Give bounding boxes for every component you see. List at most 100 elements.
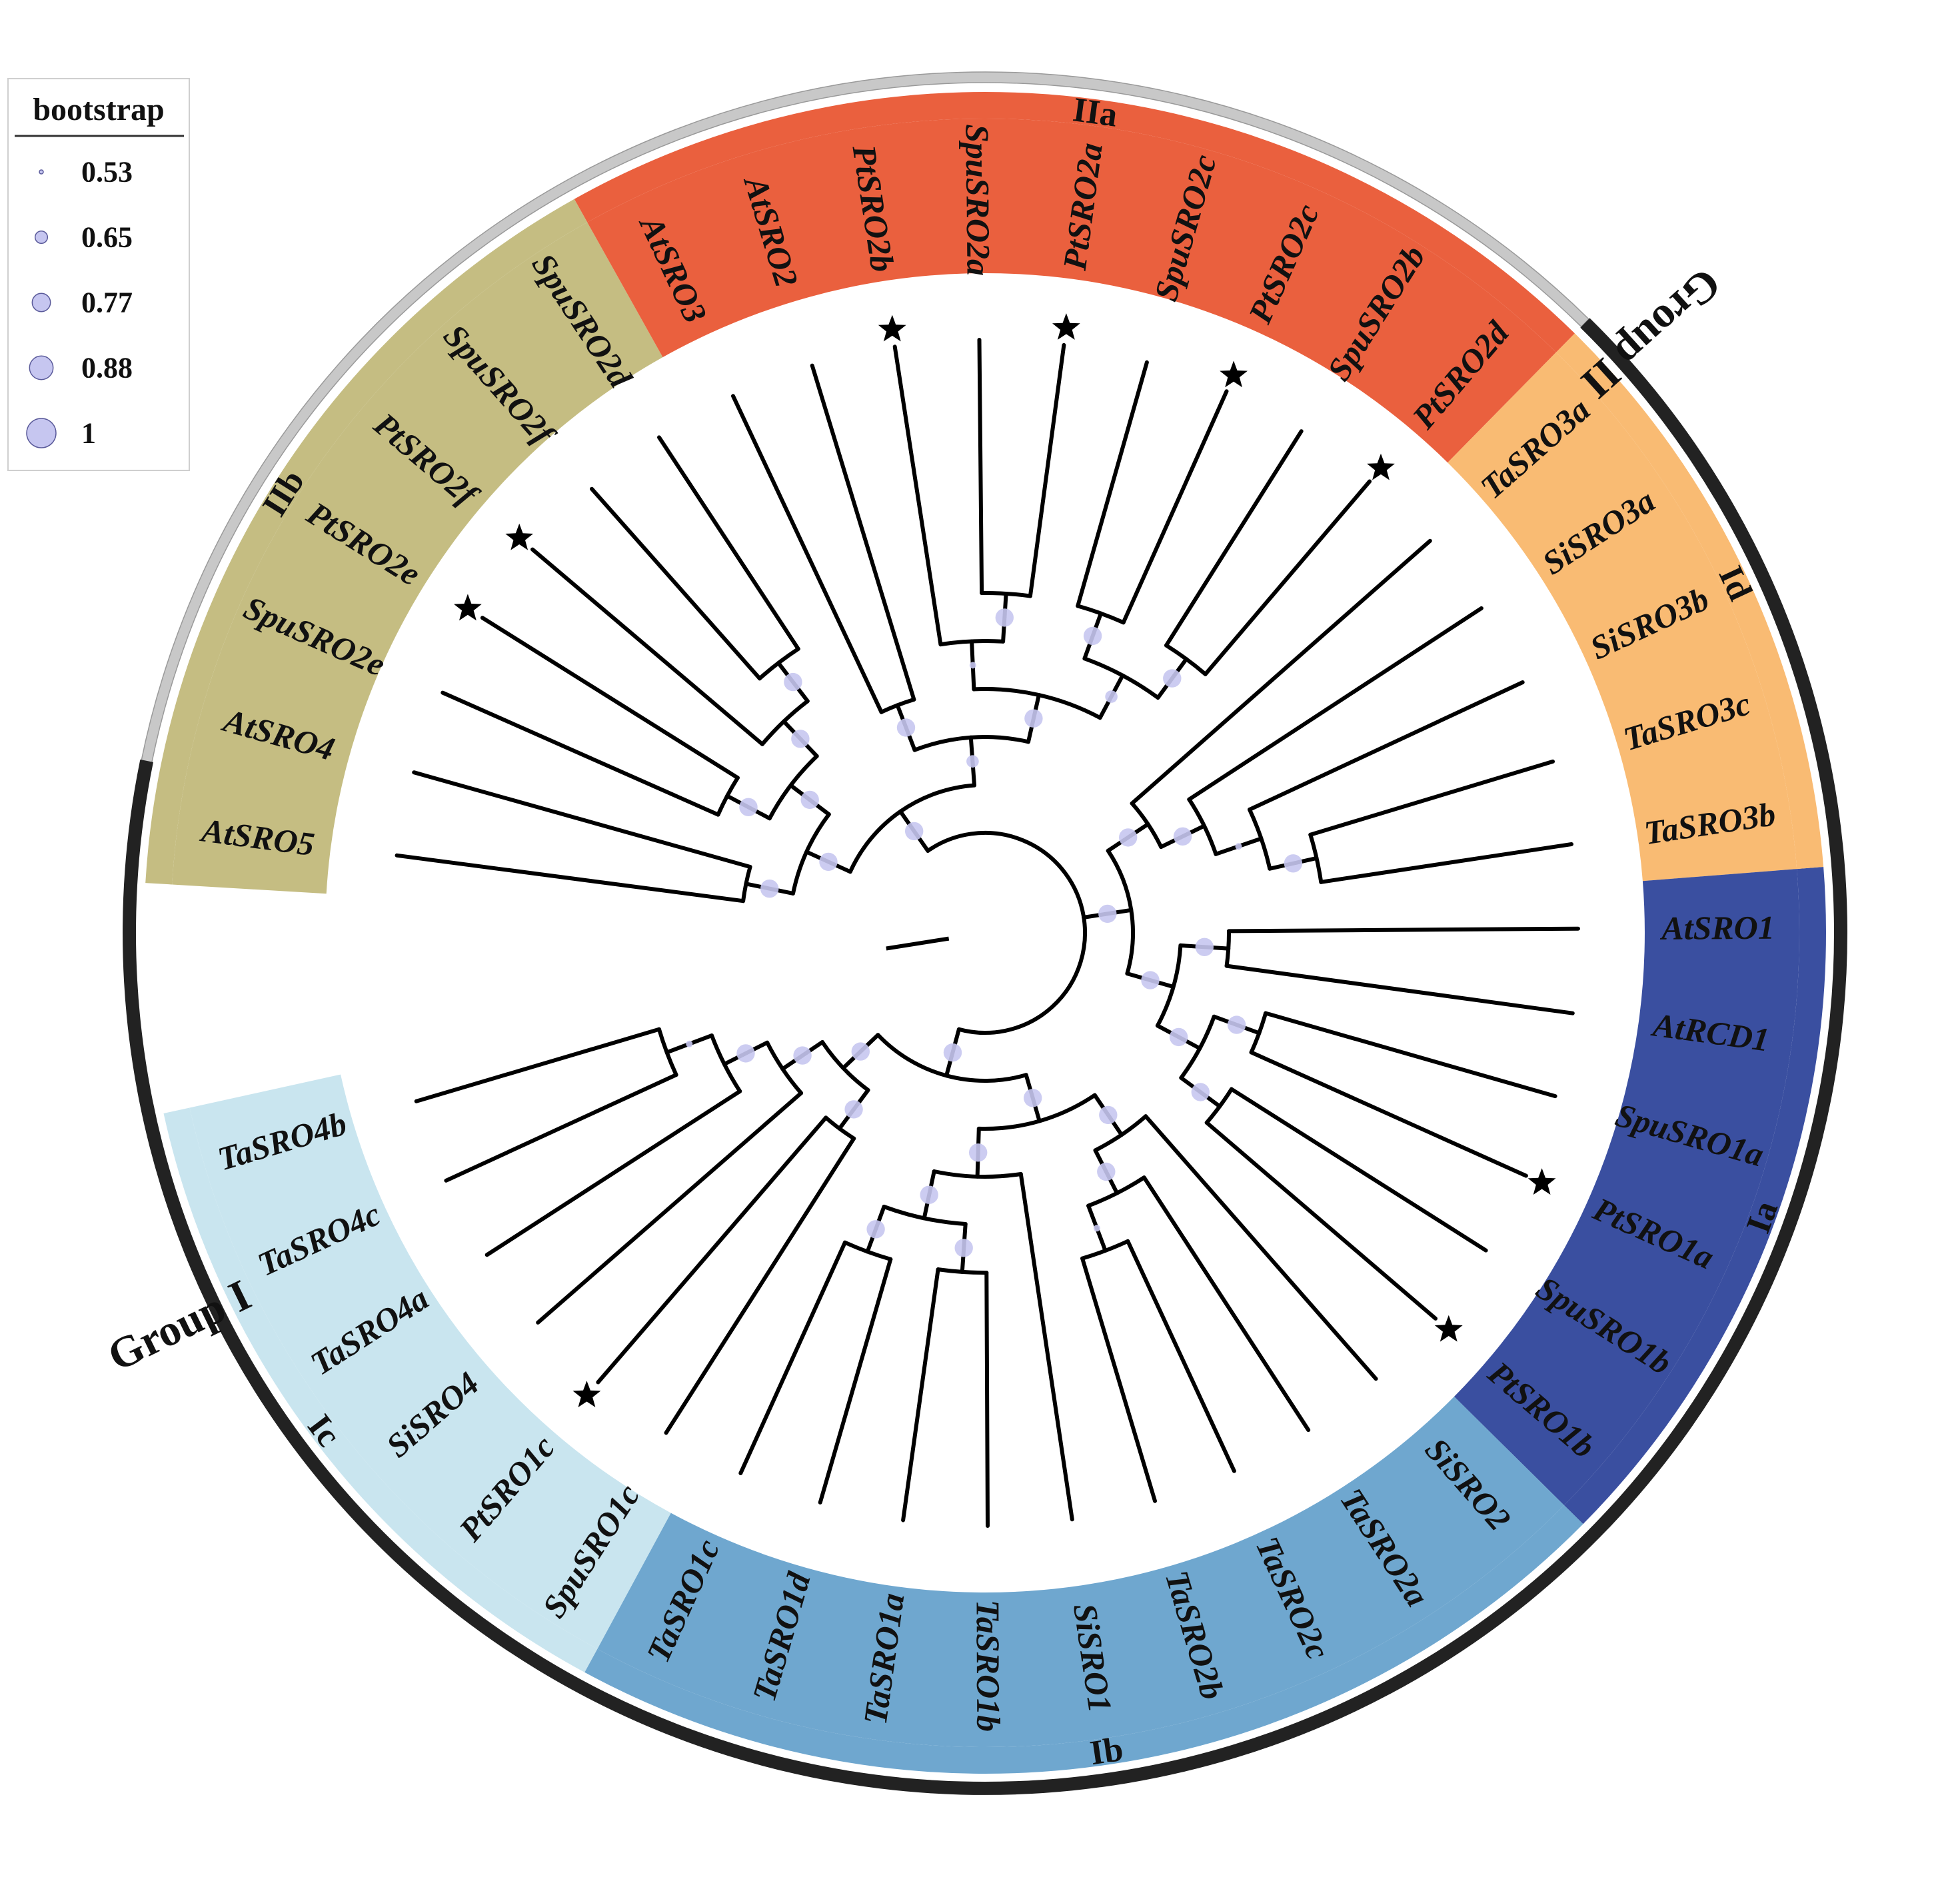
branch-root-2-0-0-1-0: [1142, 1175, 1311, 1433]
star-icon: [1434, 1315, 1463, 1342]
legend-label: 0.77: [81, 287, 133, 319]
branch-root-2-0-1-1-1-1: [738, 1240, 847, 1475]
bootstrap-node: [905, 822, 924, 841]
star-icon: [1367, 453, 1395, 480]
branch-root-2-0-1-0: [1018, 1172, 1074, 1522]
branch-arc-root-1-1-0: [1224, 929, 1232, 968]
branch-arc-root-2: [876, 1033, 1028, 1083]
star-icon: [878, 314, 906, 342]
bootstrap-node: [736, 1044, 755, 1063]
branch-arc-root-0-1-1-1: [1082, 656, 1160, 700]
branch-arc-root-1-0-1-1: [1248, 808, 1272, 871]
bootstrap-node: [1024, 709, 1043, 728]
bootstrap-node: [1191, 1083, 1210, 1101]
bootstrap-node: [1169, 1027, 1188, 1047]
branch-root-1-0-1-1-0: [1248, 680, 1525, 812]
branch-arc-root-0-0-1: [767, 754, 819, 821]
branch-arc-root-2-1-1-1-1: [657, 1027, 678, 1077]
bootstrap-node: [1227, 1015, 1246, 1034]
branch-arc-root-2-0-1-1: [882, 1205, 968, 1226]
bootstrap-node: [920, 1185, 938, 1204]
legend-label: 0.53: [81, 156, 133, 189]
bootstrap-node: [844, 1100, 863, 1119]
clade-bands: [172, 118, 1799, 1748]
bootstrap-node: [1195, 938, 1214, 957]
bootstrap-node: [1083, 626, 1102, 646]
branch-root-2-1-1-1-0: [485, 1089, 742, 1257]
branch-root-0-1-1-0-1-0: [977, 338, 984, 595]
tip-label: AtSRO1: [1659, 909, 1775, 947]
branch-root-0-1-1-0-0: [892, 344, 943, 647]
bootstrap-node: [1284, 854, 1303, 873]
band-ia: [1454, 869, 1799, 1506]
branch-root-0-1-1-0-1-1: [1028, 342, 1066, 598]
star-icon: [1220, 360, 1248, 388]
legend-swatch: [34, 230, 49, 245]
branch-root-2-1-1-1-1-0: [444, 1073, 678, 1183]
bootstrap-node: [969, 1143, 988, 1162]
bootstrap-node: [943, 1043, 962, 1062]
branch-root-2-0-0-1-1-0: [1126, 1239, 1236, 1473]
bootstrap-node: [686, 1040, 693, 1047]
branch-root-0-0-1-0-1: [480, 616, 740, 780]
bootstrap-node: [1024, 1089, 1042, 1107]
branch-arc-root-0-1-1-0-1: [980, 590, 1032, 598]
bootstrap-node: [784, 672, 802, 692]
band-iia: [587, 118, 1556, 463]
branch-arc-root-2-1-1: [765, 1040, 804, 1095]
branch-arc-root-1-0: [1130, 801, 1164, 850]
bootstrap-node: [1235, 843, 1242, 850]
branch-arc-root-0-0: [791, 812, 831, 896]
branch-root-2-0-1-1-0-0: [984, 1271, 990, 1528]
group-ring: [123, 71, 1848, 1795]
legend-title: bootstrap: [33, 92, 164, 127]
legend-label: 0.88: [81, 352, 133, 384]
bootstrap-legend: bootstrap 0.53 0.65 0.77 0.88 1: [7, 78, 190, 471]
branch-arc-root: [926, 830, 1088, 1035]
subfamily-label-iia: IIa: [1071, 91, 1120, 134]
bootstrap-node: [995, 608, 1014, 627]
branch-root-1-1-1-1-0: [1229, 1087, 1488, 1253]
branch-arc-root-1-1: [1155, 943, 1183, 1028]
legend-label: 0.65: [81, 221, 133, 254]
branch-root-2-1-1-0: [536, 1091, 804, 1325]
bootstrap-node: [1098, 904, 1117, 924]
bootstrap-nodes: [686, 608, 1303, 1257]
star-icon: [1052, 313, 1080, 340]
bootstrap-node: [954, 1239, 973, 1257]
legend-swatch: [39, 169, 44, 175]
branch-root-1-1-0-0: [1227, 926, 1580, 934]
branch-root-2-0-0-0: [1144, 1114, 1378, 1381]
bootstrap-node: [1097, 1162, 1116, 1181]
star-icon: [505, 523, 534, 550]
branch-arc-root-0-0-1-1: [760, 699, 810, 746]
legend-box: [7, 78, 190, 471]
bootstrap-node: [1173, 827, 1192, 846]
bootstrap-node: [851, 1042, 870, 1061]
star-icon: [572, 1381, 601, 1407]
branch-root-2-1-0-1: [596, 1115, 828, 1385]
legend-swatch: [29, 355, 54, 380]
subfamily-label-ib: Ib: [1088, 1730, 1126, 1773]
band-ic: [189, 1074, 671, 1649]
branch-root-2-0-1-1-1-0: [818, 1257, 893, 1505]
branch-arc-root-1-0-1: [1187, 797, 1218, 856]
branch-arc-root-0-0-1-0: [716, 776, 740, 817]
branch-root-2-1-0-0: [664, 1136, 856, 1435]
branch-root-1-1-1-0-1: [1249, 1050, 1528, 1178]
branch-arc-root-2-1-1-1: [710, 1033, 742, 1093]
bootstrap-node: [969, 662, 976, 669]
bootstrap-node: [1099, 1105, 1118, 1125]
root-branch: [886, 936, 950, 951]
band-iib: [172, 222, 663, 894]
branch-root-0-0-1-1-1-1: [657, 435, 800, 651]
branch-arc-root-2-0-0-1: [1086, 1175, 1146, 1208]
band-ib: [597, 1397, 1564, 1748]
branch-arc-root-2-0: [976, 1093, 1097, 1131]
branch-arc-root-0-1-1: [972, 687, 1102, 720]
star-icon: [1527, 1168, 1556, 1195]
branch-root-2-0-0-1-1-1: [1080, 1256, 1157, 1503]
bootstrap-node: [1105, 690, 1118, 703]
branch-arc-root-2-1: [820, 1040, 870, 1092]
